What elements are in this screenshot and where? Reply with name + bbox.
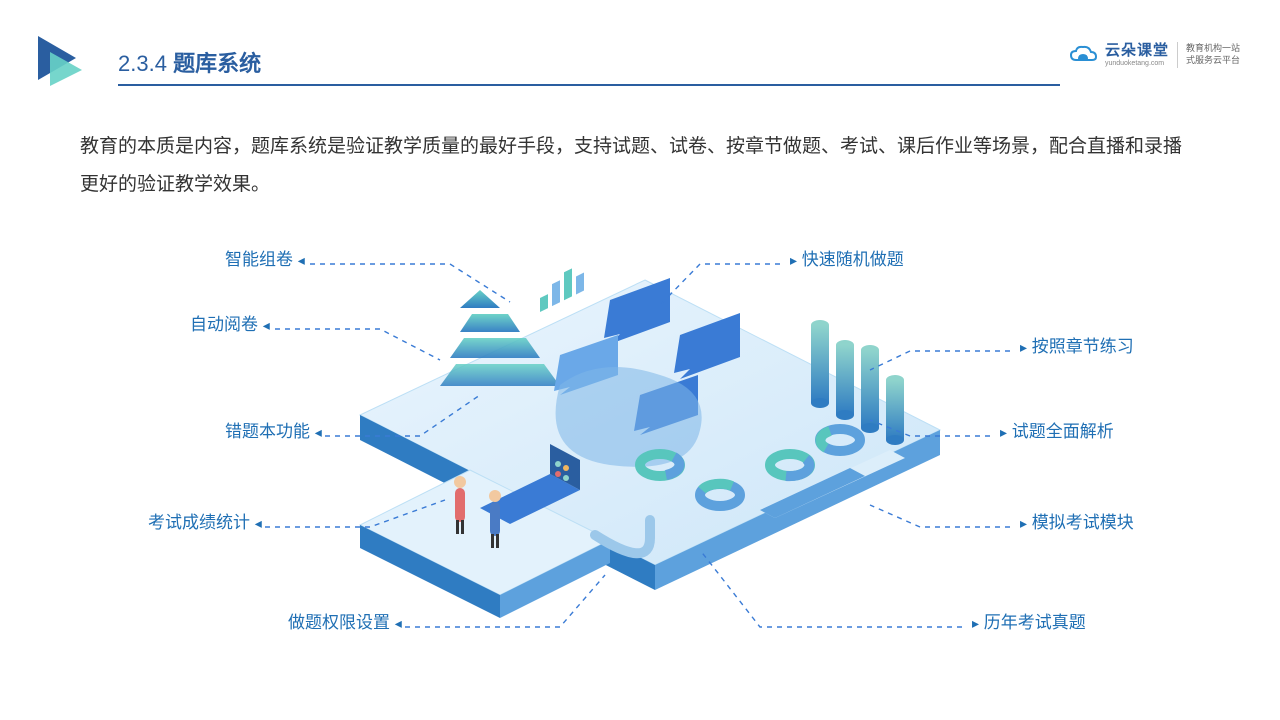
arrow-left-icon: ◂ <box>255 515 262 531</box>
header-arrow-icon <box>32 34 90 88</box>
section-title-text: 题库系统 <box>173 51 261 76</box>
logo-tagline: 教育机构一站 式服务云平台 <box>1186 43 1240 66</box>
logo-text: 云朵课堂 <box>1105 43 1169 58</box>
feature-label: 考试成绩统计 ◂ <box>148 508 262 533</box>
feature-diagram: 智能组卷 ◂ 自动阅卷 ◂ 错题本功能 ◂ 考试成绩统计 ◂ 做题权限设置 ◂ ▸ 快速… <box>0 220 1280 700</box>
logo-url: yunduoketang.com <box>1105 60 1169 67</box>
feature-label: ▸ 模拟考试模块 <box>1020 508 1134 533</box>
arrow-left-icon: ◂ <box>315 424 322 440</box>
arrow-right-icon: ▸ <box>1020 515 1027 531</box>
arrow-right-icon: ▸ <box>790 252 797 268</box>
feature-label: ▸ 按照章节练习 <box>1020 332 1134 357</box>
section-title: 2.3.4 题库系统 <box>118 46 261 78</box>
feature-label: 智能组卷 ◂ <box>225 245 305 270</box>
brand-logo: 云朵课堂 yunduoketang.com 教育机构一站 式服务云平台 <box>1069 42 1240 68</box>
section-number: 2.3.4 <box>118 51 167 76</box>
arrow-left-icon: ◂ <box>395 615 402 631</box>
arrow-left-icon: ◂ <box>298 252 305 268</box>
feature-label: 自动阅卷 ◂ <box>190 310 270 335</box>
feature-label: ▸ 快速随机做题 <box>790 245 904 270</box>
header-underline <box>118 84 1060 86</box>
feature-label: ▸ 试题全面解析 <box>1000 417 1114 442</box>
section-description: 教育的本质是内容，题库系统是验证教学质量的最好手段，支持试题、试卷、按章节做题、… <box>80 128 1200 204</box>
arrow-right-icon: ▸ <box>1000 424 1007 440</box>
isometric-illustration <box>0 220 1280 700</box>
mini-bars-icon <box>540 268 584 312</box>
feature-label: 错题本功能 ◂ <box>225 417 322 442</box>
feature-label: ▸ 历年考试真题 <box>972 608 1086 633</box>
arrow-left-icon: ◂ <box>263 317 270 333</box>
arrow-right-icon: ▸ <box>972 615 979 631</box>
arrow-right-icon: ▸ <box>1020 339 1027 355</box>
logo-separator <box>1177 42 1178 68</box>
slide-header: 2.3.4 题库系统 云朵课堂 yunduoketang.com 教育机构一站 … <box>0 30 1280 90</box>
cloud-icon <box>1069 45 1097 65</box>
feature-label: 做题权限设置 ◂ <box>288 608 402 633</box>
